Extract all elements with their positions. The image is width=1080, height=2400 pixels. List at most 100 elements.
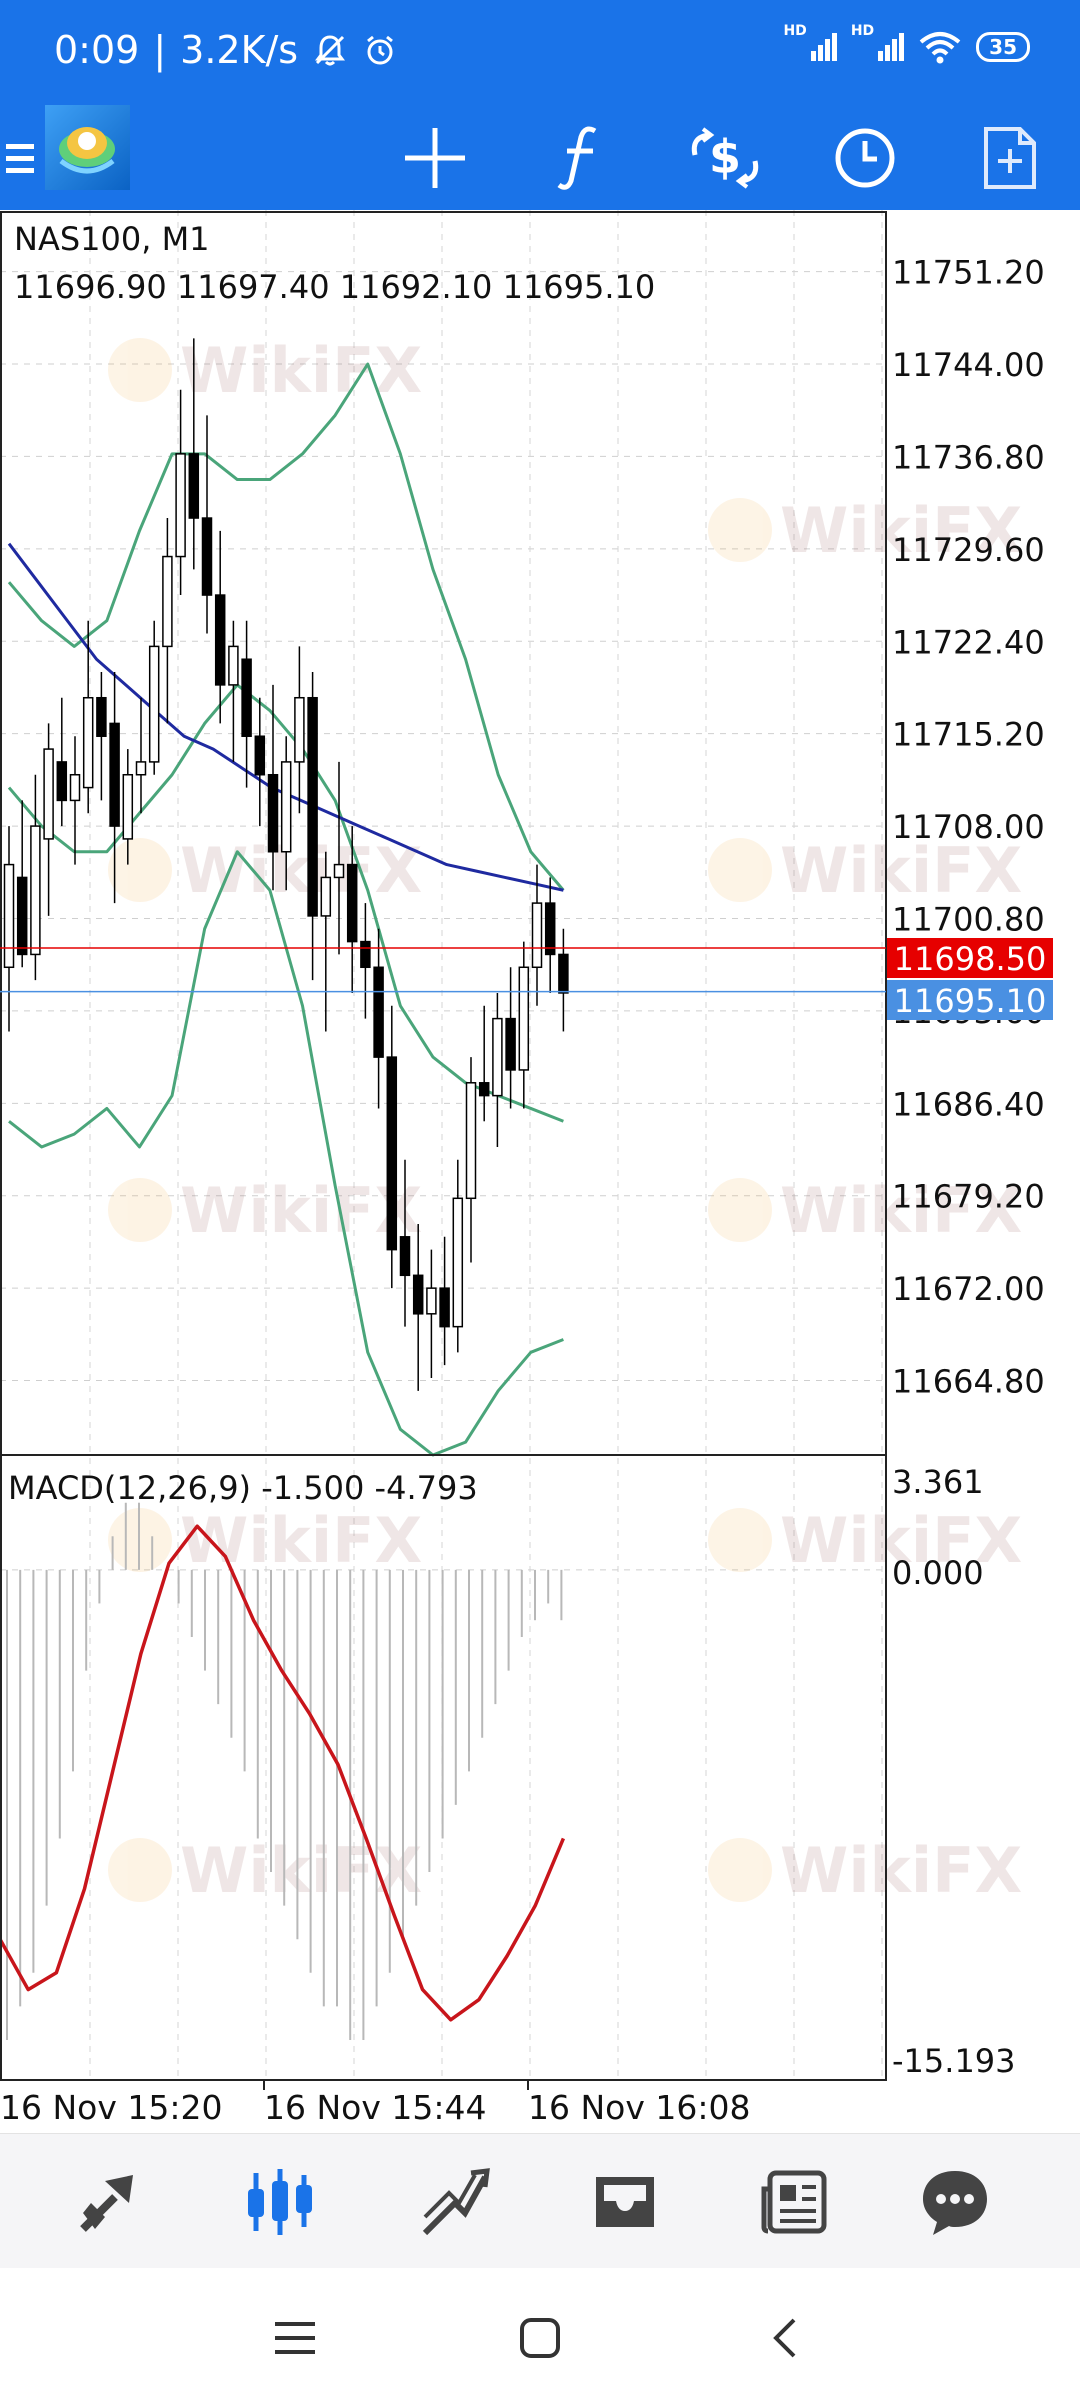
- price-tick-label: 11751.20: [892, 254, 1045, 292]
- nav-history[interactable]: [585, 2162, 665, 2242]
- crosshair-button[interactable]: [390, 105, 480, 210]
- candle-body: [465, 1082, 477, 1200]
- watermark: WikiFX: [708, 1504, 1022, 1577]
- status-left: 0:09 | 3.2K/s: [54, 28, 398, 72]
- price-tick-label: 11679.20: [892, 1178, 1045, 1216]
- price-tick-label: 11686.40: [892, 1085, 1045, 1123]
- alarm-icon: [367, 35, 394, 65]
- watermark: WikiFX: [108, 1504, 422, 1577]
- home-button[interactable]: [505, 2308, 575, 2368]
- watermark-text: WikiFX: [780, 1504, 1022, 1577]
- price-tick-label: 11708.00: [892, 808, 1045, 846]
- bottom-nav: [0, 2133, 1080, 2269]
- nav-trade[interactable]: [415, 2162, 495, 2242]
- chat-icon: [923, 2171, 987, 2235]
- home-icon: [520, 2318, 560, 2358]
- wifi-icon: [919, 32, 961, 64]
- price-tick-label: 11664.80: [892, 1363, 1045, 1401]
- candle-body: [82, 696, 94, 789]
- menu-icon: [6, 143, 34, 173]
- candle-body: [333, 863, 345, 879]
- nav-messages[interactable]: [915, 2162, 995, 2242]
- candle-body: [505, 1017, 516, 1071]
- candle-body: [412, 1274, 424, 1315]
- candle-body: [135, 761, 147, 776]
- nav-quotes[interactable]: [70, 2162, 150, 2242]
- watermark: WikiFX: [108, 834, 422, 907]
- chart-frame: [0, 211, 887, 2081]
- watermark: WikiFX: [708, 834, 1022, 907]
- candle-body: [175, 453, 186, 558]
- watermark: WikiFX: [108, 1834, 422, 1907]
- watermark-logo-icon: [708, 838, 772, 902]
- macd-tick-top: 3.361: [892, 1463, 984, 1501]
- watermark-text: WikiFX: [780, 1834, 1022, 1907]
- candle-body: [531, 902, 543, 969]
- watermark-logo-icon: [108, 1178, 172, 1242]
- price-tick-label: 11729.60: [892, 531, 1045, 569]
- candle-body: [122, 773, 134, 840]
- battery-indicator: 35: [976, 32, 1030, 62]
- back-button[interactable]: [750, 2308, 820, 2368]
- watermark-logo-icon: [708, 498, 772, 562]
- candle-body: [294, 696, 305, 763]
- trade-button[interactable]: $: [675, 105, 775, 210]
- status-time: 0:09: [54, 28, 140, 72]
- new-order-button[interactable]: [965, 105, 1055, 210]
- chart-area[interactable]: WikiFX WikiFX WikiFX WikiFX WikiFX WikiFX Wiki…: [0, 210, 1080, 2130]
- macd-signal-line: [0, 1524, 566, 2022]
- svg-text:$: $: [709, 130, 741, 184]
- candle-body: [558, 953, 569, 994]
- news-icon: [761, 2170, 827, 2234]
- candle-body: [307, 696, 318, 917]
- candle-body: [439, 1287, 450, 1328]
- watermark-text: WikiFX: [180, 334, 422, 407]
- candle-body: [492, 1017, 503, 1097]
- menu-button[interactable]: [0, 105, 40, 210]
- watermark-logo-icon: [708, 1508, 772, 1572]
- price-tick-label: 11715.20: [892, 716, 1045, 754]
- candle-body: [214, 594, 226, 686]
- system-nav-bar: [0, 2268, 1080, 2400]
- candle-body: [452, 1197, 464, 1328]
- timeframe-button[interactable]: [820, 105, 910, 210]
- app-logo-icon: [59, 127, 115, 174]
- macd-label: MACD(12,26,9) -1.500 -4.793: [8, 1469, 478, 1507]
- nav-chart[interactable]: [240, 2162, 320, 2242]
- inbox-icon: [596, 2177, 654, 2227]
- candle-body: [148, 645, 160, 763]
- watermark-text: WikiFX: [780, 1174, 1022, 1247]
- watermark-logo-icon: [108, 838, 172, 902]
- candle-body: [267, 773, 279, 853]
- ask-price-tag: [887, 980, 1053, 1020]
- candle-body: [96, 696, 107, 737]
- candle-body: [360, 940, 371, 969]
- candle-body: [201, 517, 213, 596]
- nav-news[interactable]: [755, 2162, 835, 2242]
- network-speed: 3.2K/s: [180, 28, 299, 72]
- status-right: HD HD 35: [783, 23, 1030, 64]
- watermark-text: WikiFX: [180, 1174, 422, 1247]
- watermark-logo-icon: [708, 1178, 772, 1242]
- watermark-text: WikiFX: [180, 1504, 422, 1577]
- indicators-button[interactable]: [535, 105, 625, 210]
- signal-icon: HD: [783, 23, 837, 61]
- function-icon: [557, 126, 597, 190]
- candle-body: [109, 722, 120, 827]
- time-label-2: 16 Nov 15:44: [264, 2088, 486, 2127]
- macd-tick-bottom: -15.193: [892, 2042, 1016, 2080]
- watermark: WikiFX: [108, 334, 422, 407]
- trade-icon: $: [691, 126, 759, 189]
- trend-icon: [422, 2168, 490, 2236]
- chart-canvas[interactable]: WikiFX WikiFX WikiFX WikiFX WikiFX WikiFX Wiki…: [0, 210, 1080, 2130]
- app-logo[interactable]: [45, 105, 130, 190]
- watermark-logo-icon: [108, 1838, 172, 1902]
- candle-body: [56, 761, 68, 802]
- macd-tick-zero: 0.000: [892, 1554, 984, 1592]
- bollinger-lower: [8, 850, 564, 1457]
- bid-price-tag: [887, 938, 1053, 978]
- watermark: WikiFX: [708, 494, 1022, 567]
- recents-button[interactable]: [260, 2308, 330, 2368]
- candle-body: [478, 1082, 490, 1097]
- ohlc-values: 11696.90 11697.40 11692.10 11695.10: [14, 268, 655, 306]
